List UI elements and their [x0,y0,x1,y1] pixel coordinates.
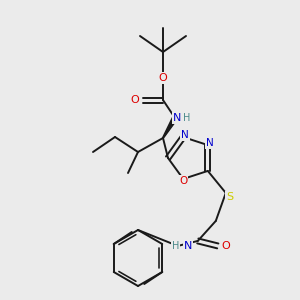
Text: N: N [184,241,192,251]
Text: N: N [181,130,189,140]
Text: O: O [130,95,140,105]
Text: N: N [173,113,181,123]
Text: O: O [179,176,187,186]
Polygon shape [163,117,177,138]
Text: O: O [221,241,230,251]
Text: H: H [183,113,191,123]
Text: O: O [159,73,167,83]
Text: H: H [172,241,179,251]
Text: N: N [206,138,214,148]
Text: S: S [226,192,233,202]
